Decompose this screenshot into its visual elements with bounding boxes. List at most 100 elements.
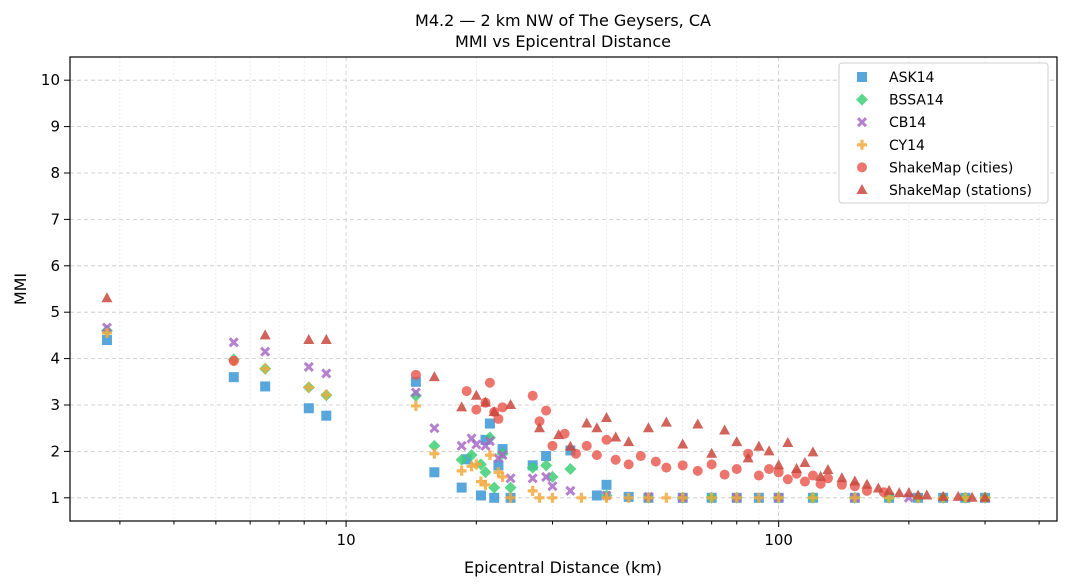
point-triangle: [553, 429, 565, 440]
point-triangle: [921, 489, 933, 500]
point-triangle: [660, 416, 672, 427]
x-tick-label: 100: [764, 531, 793, 549]
point-triangle: [591, 422, 603, 433]
legend-label: CY14: [889, 138, 925, 154]
point-plus: [643, 492, 654, 503]
point-square: [321, 410, 332, 421]
point-triangle: [259, 329, 271, 340]
point-circle: [591, 450, 602, 461]
point-plus: [661, 492, 672, 503]
point-square: [591, 490, 602, 501]
point-circle: [497, 402, 508, 413]
point-x: [497, 450, 508, 461]
point-circle: [541, 405, 552, 416]
point-x: [321, 368, 332, 379]
point-triangle: [101, 292, 113, 303]
point-plus: [527, 485, 538, 496]
point-square: [489, 492, 500, 503]
legend-marker-diamond: [856, 93, 868, 106]
point-plus: [484, 450, 495, 461]
legend-marker-plus: [857, 139, 867, 150]
point-x: [565, 485, 576, 496]
point-plus: [753, 492, 764, 503]
point-triangle: [731, 436, 743, 447]
point-circle: [547, 440, 558, 451]
point-triangle: [505, 399, 517, 409]
point-triangle: [822, 463, 834, 474]
point-plus: [321, 389, 332, 400]
point-triangle: [861, 478, 873, 489]
point-plus: [303, 382, 314, 393]
point-diamond: [483, 431, 496, 444]
plot-frame: [69, 56, 1058, 522]
point-diamond: [465, 449, 478, 462]
point-plus: [706, 492, 717, 503]
point-plus: [731, 492, 742, 503]
point-diamond: [564, 463, 577, 476]
y-axis-title: MMI: [11, 273, 30, 305]
point-circle: [661, 462, 672, 473]
point-triangle: [610, 431, 622, 442]
y-tick-label: 7: [50, 210, 60, 228]
point-x: [410, 387, 421, 398]
point-circle: [493, 413, 504, 424]
point-triangle: [581, 417, 593, 428]
legend: ASK14 BSSA14 CB14 CY14 ShakeMap (cities) Shak…: [838, 62, 1049, 204]
y-tick-label: 3: [50, 396, 60, 414]
point-circle: [471, 404, 482, 415]
point-circle: [581, 440, 592, 451]
point-plus: [773, 492, 784, 503]
point-square: [541, 451, 552, 462]
point-square: [601, 479, 612, 490]
point-diamond: [526, 461, 539, 474]
point-plus: [260, 363, 271, 374]
point-plus: [410, 400, 421, 411]
point-circle: [534, 416, 545, 427]
point-triangle: [937, 490, 949, 501]
point-x: [101, 322, 113, 333]
point-triangle: [753, 440, 765, 451]
y-tick-label: 8: [50, 164, 60, 182]
point-circle: [706, 459, 717, 470]
point-circle: [650, 456, 661, 467]
point-square: [101, 335, 112, 346]
point-circle: [773, 467, 784, 478]
point-circle: [610, 454, 621, 465]
point-triangle: [303, 334, 315, 345]
point-triangle: [719, 424, 731, 435]
point-triangle: [893, 487, 905, 498]
point-plus: [849, 492, 860, 503]
point-circle: [623, 459, 634, 470]
series-plus: [101, 328, 991, 503]
point-triangle: [706, 447, 718, 458]
point-diamond: [409, 389, 422, 402]
point-circle: [570, 448, 581, 459]
point-triangle: [966, 491, 978, 502]
point-circle: [677, 460, 688, 471]
point-x: [260, 346, 271, 357]
point-square: [475, 490, 486, 501]
point-x: [303, 361, 314, 373]
point-square: [429, 467, 440, 478]
point-triangle: [912, 489, 924, 500]
y-tick-label: 6: [50, 257, 60, 275]
point-circle: [410, 369, 421, 380]
x-tick-label: 10: [337, 531, 356, 549]
point-plus: [497, 471, 508, 482]
point-plus: [547, 492, 558, 503]
point-circle: [719, 469, 730, 480]
point-plus: [576, 492, 587, 503]
point-triangle: [849, 475, 861, 486]
point-x: [527, 473, 538, 484]
point-plus: [677, 492, 688, 503]
point-diamond: [455, 453, 468, 466]
point-triangle: [979, 491, 991, 502]
point-triangle: [456, 401, 468, 412]
point-triangle: [601, 411, 613, 422]
point-circle: [461, 386, 472, 397]
point-square: [456, 482, 467, 493]
point-triangle: [883, 484, 895, 495]
point-square: [228, 372, 239, 383]
point-circle: [753, 470, 764, 481]
point-triangle: [791, 463, 803, 474]
